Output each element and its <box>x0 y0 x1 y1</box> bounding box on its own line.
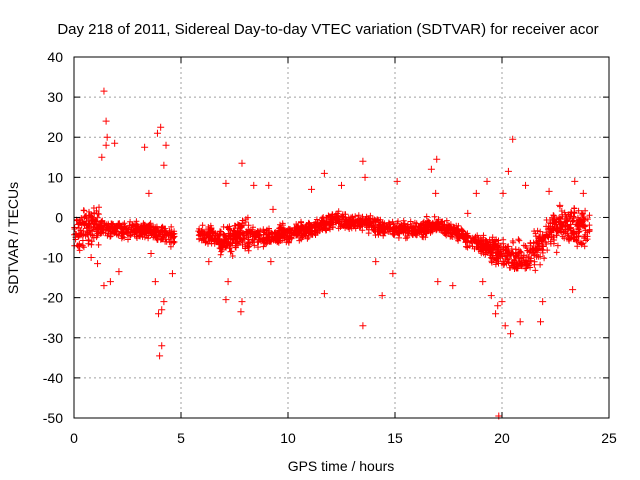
data-point <box>372 258 380 266</box>
y-tick-label: -20 <box>43 290 63 306</box>
data-point <box>320 290 328 298</box>
data-point <box>509 135 517 143</box>
data-point <box>556 201 564 209</box>
data-point <box>359 157 367 165</box>
data-point <box>579 189 587 197</box>
data-point <box>361 173 369 181</box>
data-point <box>205 258 213 266</box>
x-tick-label: 10 <box>280 430 296 446</box>
data-point <box>111 139 119 147</box>
data-point <box>308 185 316 193</box>
data-point <box>157 123 165 131</box>
data-point <box>320 169 328 177</box>
chart-title: Day 218 of 2011, Sidereal Day-to-day VTE… <box>57 21 598 38</box>
data-point <box>432 189 440 197</box>
data-point <box>464 209 472 217</box>
data-point <box>359 322 367 330</box>
data-point <box>504 167 512 175</box>
data-point <box>222 179 230 187</box>
data-point <box>501 322 509 330</box>
data-point <box>168 270 176 278</box>
data-point <box>516 318 524 326</box>
data-point <box>100 87 108 95</box>
data-point <box>94 260 102 268</box>
data-point <box>158 342 166 350</box>
data-point <box>238 298 246 306</box>
data-point <box>545 187 553 195</box>
y-tick-label: 40 <box>47 49 63 65</box>
y-tick-label: -30 <box>43 330 63 346</box>
data-point <box>224 278 232 286</box>
data-point <box>492 310 500 318</box>
data-point <box>434 278 442 286</box>
plot-frame <box>73 56 610 419</box>
data-point <box>393 177 401 185</box>
data-point <box>160 298 168 306</box>
x-tick-label: 5 <box>177 430 185 446</box>
data-point <box>250 181 258 189</box>
data-point <box>569 286 577 294</box>
y-tick-label: 10 <box>47 169 63 185</box>
dense-point-cloud <box>71 203 593 274</box>
y-tick-label: -50 <box>43 410 63 426</box>
data-point <box>106 278 114 286</box>
data-point <box>102 141 110 149</box>
data-point <box>238 159 246 167</box>
data-point <box>487 292 495 300</box>
data-point <box>522 181 530 189</box>
data-point <box>141 143 149 151</box>
data-point <box>158 306 166 314</box>
data-point <box>103 133 111 141</box>
data-point <box>483 177 491 185</box>
data-point <box>507 330 515 338</box>
data-point <box>100 282 108 290</box>
data-point <box>237 308 245 316</box>
data-point <box>378 292 386 300</box>
data-point <box>265 181 273 189</box>
data-point <box>499 189 507 197</box>
data-point <box>433 155 441 163</box>
data-point <box>147 250 155 258</box>
data-point <box>389 270 397 278</box>
x-tick-label: 20 <box>494 430 510 446</box>
data-point <box>571 177 579 185</box>
data-point <box>162 141 170 149</box>
data-point <box>498 298 506 306</box>
data-point <box>102 117 110 125</box>
data-point <box>87 254 95 262</box>
y-axis-label: SDTVAR / TECUs <box>5 182 21 294</box>
data-point <box>115 268 123 276</box>
x-tick-label: 15 <box>387 430 403 446</box>
data-point <box>494 302 502 310</box>
data-point <box>160 161 168 169</box>
data-point <box>427 165 435 173</box>
x-axis-label: GPS time / hours <box>288 458 395 474</box>
data-point <box>269 205 277 213</box>
data-point <box>338 181 345 189</box>
data-point <box>472 189 480 197</box>
data-point <box>153 129 161 137</box>
data-point <box>537 318 545 326</box>
y-tick-label: 20 <box>47 129 63 145</box>
y-tick-label: 30 <box>47 89 63 105</box>
data-point <box>156 352 164 360</box>
x-tick-label: 0 <box>70 430 78 446</box>
x-tick-label: 25 <box>601 430 617 446</box>
y-tick-label: -10 <box>43 250 63 266</box>
data-point <box>151 278 159 286</box>
data-point <box>479 278 487 286</box>
axis-ticks: -50 -40 -30 -20 -10 0 10 20 30 40 0 5 10 15 20 25 <box>43 49 617 446</box>
y-tick-label: 0 <box>55 209 63 225</box>
data-point <box>267 258 275 266</box>
data-points <box>71 87 593 420</box>
y-tick-label: -40 <box>43 370 63 386</box>
data-point <box>222 296 230 304</box>
data-point <box>539 298 547 306</box>
data-point <box>449 282 457 290</box>
data-point <box>145 189 153 197</box>
data-point <box>155 310 163 318</box>
data-point <box>98 153 106 161</box>
